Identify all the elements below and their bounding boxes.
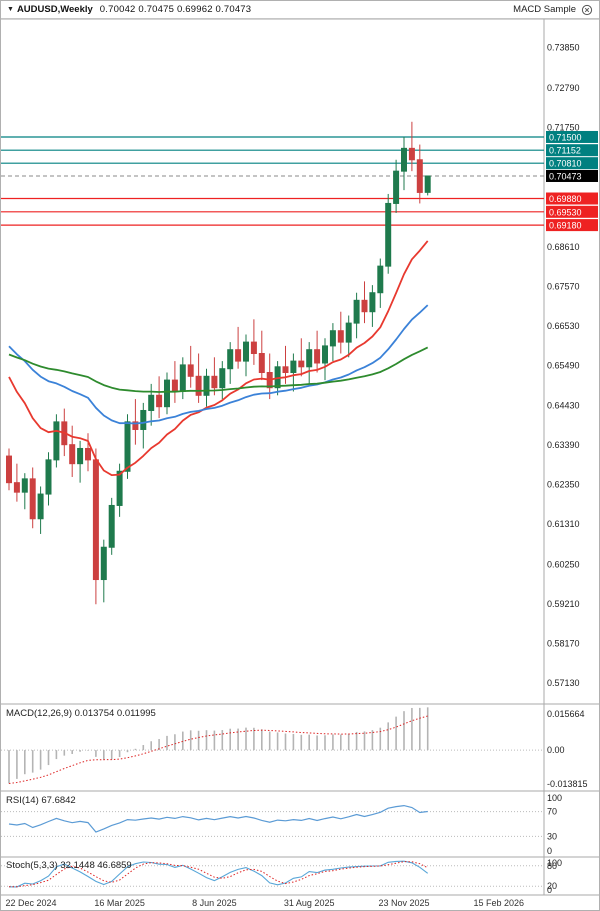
chart-topbar: ▼ AUDUSD,Weekly 0.70042 0.70475 0.69962 …: [1, 1, 599, 19]
date-axis: 22 Dec 2024 16 Mar 2025 8 Jun 2025 31 Aug 2…: [5, 898, 524, 908]
candlesticks: [6, 121, 431, 605]
svg-text:23 Nov 2025: 23 Nov 2025: [378, 898, 429, 908]
svg-text:0.58170: 0.58170: [547, 638, 580, 648]
svg-text:0.70810: 0.70810: [549, 159, 582, 169]
macd-panel: 0.015664 0.00 -0.013815: [1, 707, 588, 789]
svg-text:31 Aug 2025: 31 Aug 2025: [284, 898, 335, 908]
indicator-close-icon[interactable]: [581, 4, 593, 16]
svg-text:8 Jun 2025: 8 Jun 2025: [192, 898, 237, 908]
symbol-period-label: AUDUSD,Weekly: [16, 4, 93, 15]
svg-text:30: 30: [547, 831, 557, 841]
svg-text:0.69180: 0.69180: [549, 221, 582, 231]
stoch-indicator-label: Stoch(5,3,3) 32.1448 46.6859: [6, 860, 132, 871]
svg-text:0.68610: 0.68610: [547, 242, 580, 252]
ohlc-values: 0.70042 0.70475 0.69962 0.70473: [99, 4, 252, 15]
svg-text:0.71152: 0.71152: [549, 146, 581, 156]
svg-text:0.61310: 0.61310: [547, 519, 580, 529]
svg-text:0.65490: 0.65490: [547, 360, 580, 370]
svg-text:70: 70: [547, 807, 557, 817]
svg-text:0.015664: 0.015664: [547, 709, 585, 719]
circle-x-icon: [581, 4, 593, 15]
svg-text:20: 20: [547, 881, 557, 891]
svg-text:0.69530: 0.69530: [549, 207, 582, 217]
svg-text:0.60250: 0.60250: [547, 559, 580, 569]
price-level-lines: [1, 136, 544, 226]
panel-borders: [1, 18, 599, 896]
svg-text:15 Feb 2026: 15 Feb 2026: [474, 898, 525, 908]
svg-text:0.73850: 0.73850: [547, 43, 580, 53]
rsi-panel: 100 70 30 0: [1, 793, 562, 856]
svg-text:100: 100: [547, 793, 562, 803]
svg-text:-0.013815: -0.013815: [547, 779, 588, 789]
svg-text:0.72790: 0.72790: [547, 83, 580, 93]
symbol-dropdown-icon[interactable]: ▼: [7, 6, 14, 13]
svg-text:0.57130: 0.57130: [547, 678, 580, 688]
svg-text:0.66530: 0.66530: [547, 321, 580, 331]
svg-text:0.67570: 0.67570: [547, 281, 580, 291]
svg-text:0.62350: 0.62350: [547, 480, 580, 490]
svg-text:100: 100: [547, 858, 562, 868]
svg-text:80: 80: [547, 861, 557, 871]
svg-text:0: 0: [547, 885, 552, 895]
svg-text:22 Dec 2024: 22 Dec 2024: [5, 898, 56, 908]
price-axis: 0.73850 0.72790 0.71750 0.68610 0.67570 0.665…: [546, 43, 598, 688]
svg-text:0.71500: 0.71500: [549, 132, 582, 142]
svg-text:0.69880: 0.69880: [549, 194, 582, 204]
svg-text:0.00: 0.00: [547, 745, 565, 755]
svg-text:0.64430: 0.64430: [547, 401, 580, 411]
svg-text:0.70473: 0.70473: [549, 171, 582, 181]
svg-text:0.71750: 0.71750: [547, 122, 580, 132]
rsi-indicator-label: RSI(14) 67.6842: [6, 795, 76, 806]
svg-text:0.63390: 0.63390: [547, 440, 580, 450]
svg-text:0.59210: 0.59210: [547, 599, 580, 609]
svg-text:16 Mar 2025: 16 Mar 2025: [94, 898, 145, 908]
svg-text:0: 0: [547, 846, 552, 856]
indicator-name-label: MACD Sample: [513, 4, 576, 15]
macd-indicator-label: MACD(12,26,9) 0.013754 0.011995: [6, 708, 156, 719]
moving-averages: [8, 240, 429, 477]
